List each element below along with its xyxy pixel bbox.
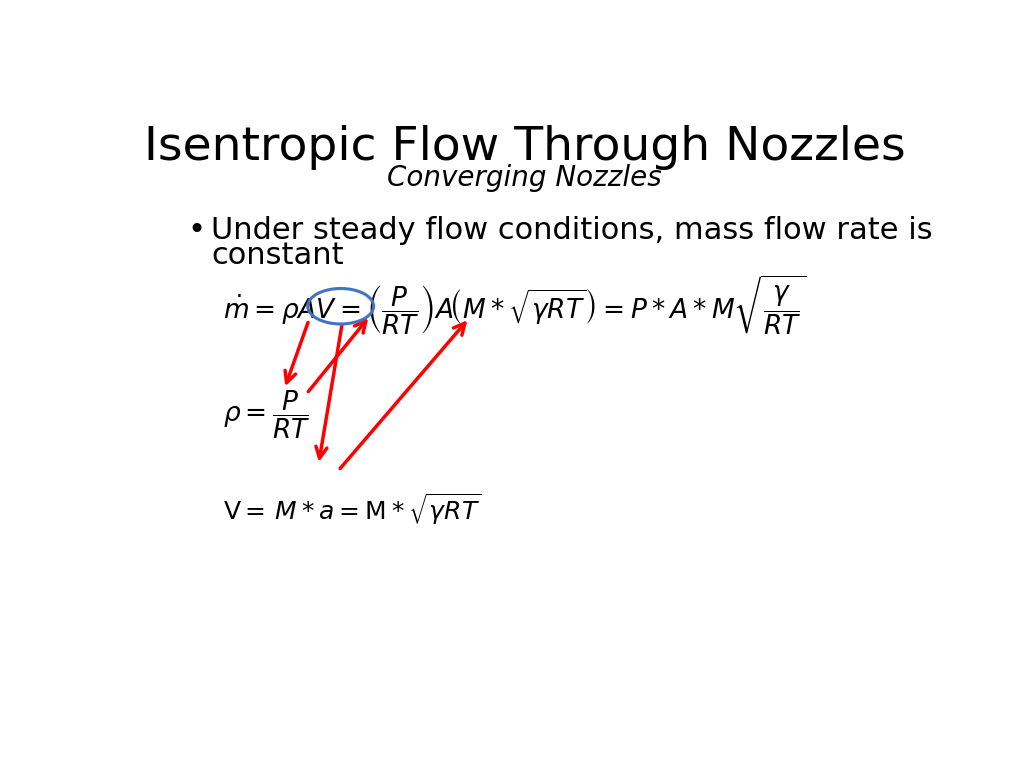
- Text: Converging Nozzles: Converging Nozzles: [387, 164, 663, 192]
- Text: $\mathrm{V{=}}\, M * a = \mathrm{M} * \sqrt{\gamma RT}$: $\mathrm{V{=}}\, M * a = \mathrm{M} * \s…: [223, 492, 481, 527]
- Text: $\dot{m} = \rho AV = \left(\dfrac{P}{RT}\right) A\!\left(M * \sqrt{\gamma RT}\ri: $\dot{m} = \rho AV = \left(\dfrac{P}{RT}…: [223, 274, 807, 339]
- Text: Under steady flow conditions, mass flow rate is: Under steady flow conditions, mass flow …: [211, 217, 933, 245]
- Text: $\rho = \dfrac{P}{RT}$: $\rho = \dfrac{P}{RT}$: [223, 389, 310, 441]
- Text: Isentropic Flow Through Nozzles: Isentropic Flow Through Nozzles: [144, 124, 905, 170]
- Text: constant: constant: [211, 241, 344, 270]
- Text: •: •: [187, 217, 206, 245]
